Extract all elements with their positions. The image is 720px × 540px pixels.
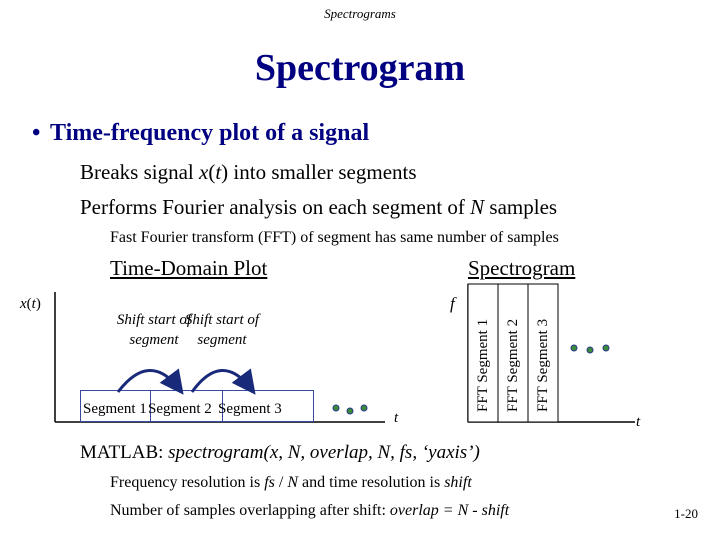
fft-bar-label-3: FFT Segment 3 [535,318,551,412]
spectrogram-y-label: f [450,294,455,313]
shift-arrow-1 [116,368,184,395]
spectrogram-axes [467,283,635,423]
resolution-line: Frequency resolution is fs / N and time … [110,474,472,491]
ellipsis-dot [586,346,594,354]
slide-header: Spectrograms [324,6,396,21]
time-domain-heading: Time-Domain Plot [110,256,268,280]
shift-arrows [116,368,368,415]
segment-label-2: Segment 2 [148,401,212,417]
time-plot-x-label: t [394,410,399,426]
ellipsis-dot [332,404,340,412]
matlab-line: MATLAB: spectrogram(x, N, overlap, N, fs… [80,442,480,463]
fft-bar-3 [527,283,559,423]
bullet-dot-icon: • [32,120,41,146]
segment-label-3: Segment 3 [218,401,282,417]
spectrogram-x-label: t [636,414,641,430]
ellipsis-dot [346,407,354,415]
spectrogram-heading: Spectrogram [468,256,576,280]
time-domain-axes [54,292,385,423]
overlap-line: Number of samples overlapping after shif… [110,502,510,519]
sub-line-fft: Fast Fourier transform (FFT) of segment … [110,229,559,246]
segment-box-3 [222,390,314,422]
shift-label-2: Shift start of segment [184,312,260,348]
slide-title: Spectrogram [254,47,466,89]
shift-label-1: Shift start of segment [116,312,192,348]
ellipsis-dot [602,344,610,352]
sub-line-breaks-signal: Breaks signal x(t) into smaller segments [80,160,417,184]
shift-arrow-2 [190,368,256,395]
segment-label-1: Segment 1 [83,401,147,417]
bullet-text: Time-frequency plot of a signal [50,120,370,146]
fft-bar-label-1: FFT Segment 1 [475,318,491,412]
time-plot-y-label: x(t) [20,296,41,312]
ellipsis-dot [570,344,578,352]
ellipsis-dot [360,404,368,412]
sub-line-fourier-analysis: Performs Fourier analysis on each segmen… [80,195,558,219]
page-number: 1-20 [674,506,698,521]
bullet-item: • Time-frequency plot of a signal [32,120,369,147]
fft-bar-label-2: FFT Segment 2 [505,318,521,412]
